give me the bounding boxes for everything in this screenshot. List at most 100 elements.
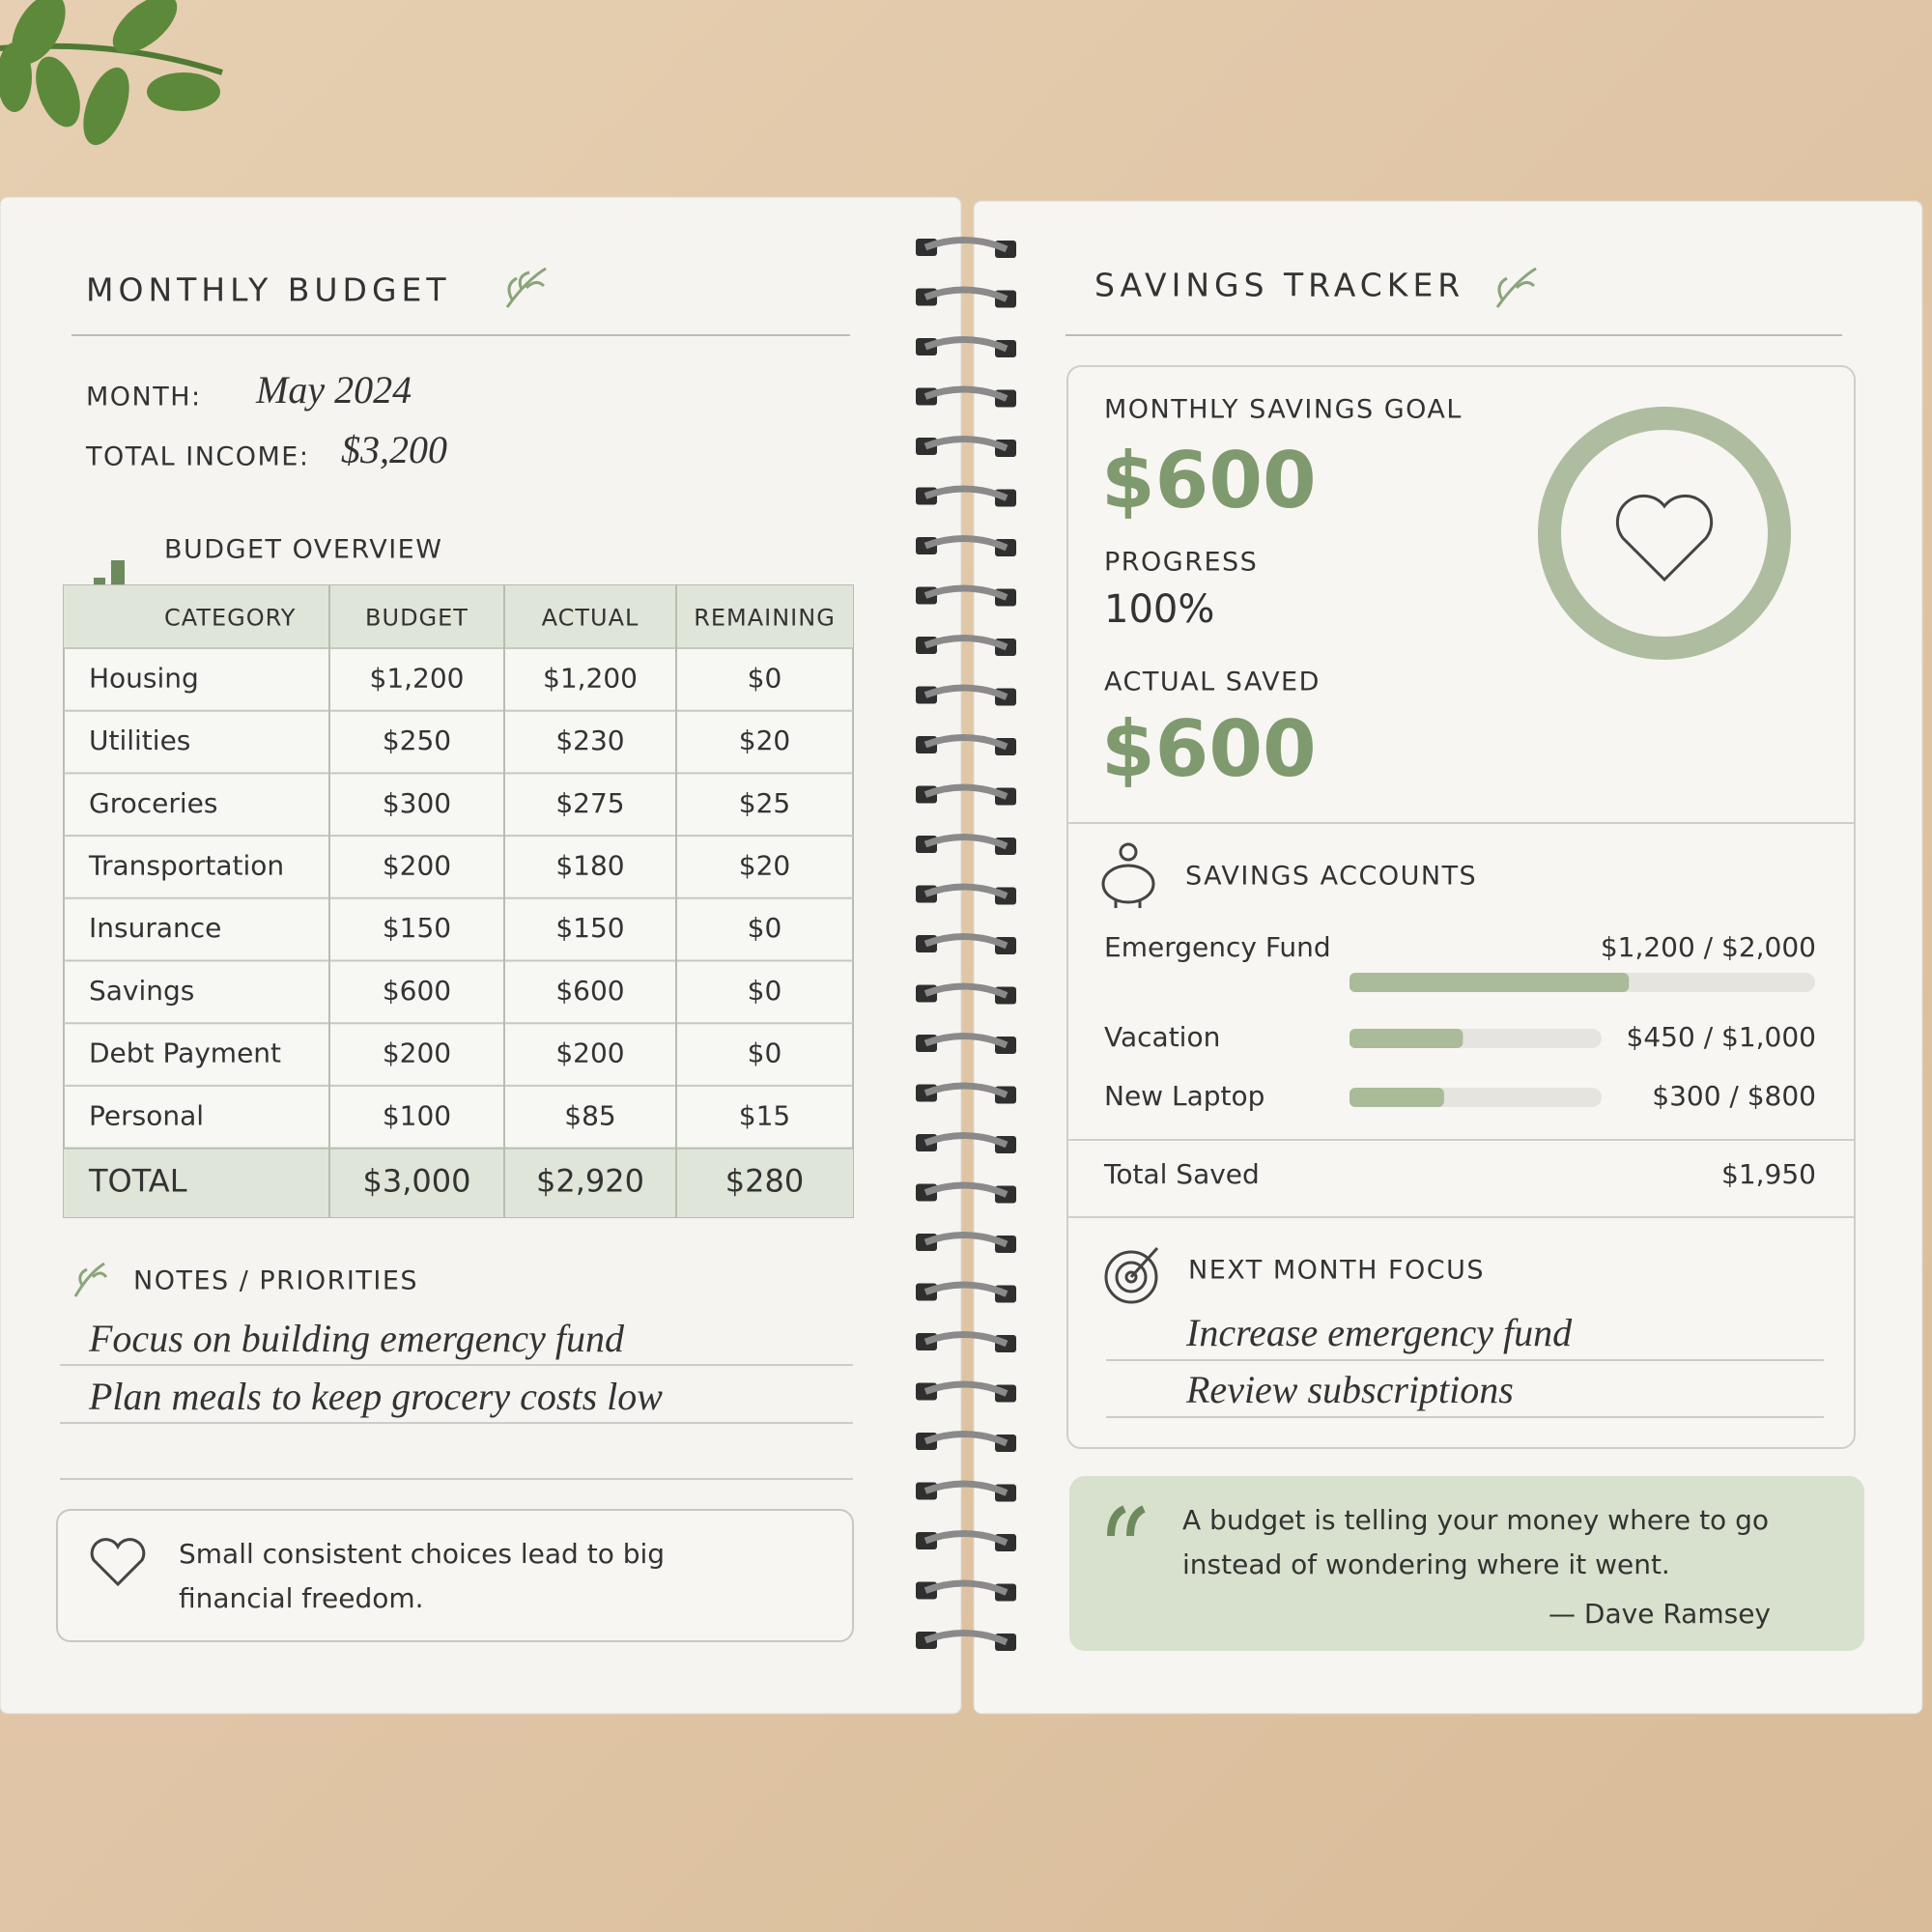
leaf-icon [505, 267, 547, 308]
note-line: Focus on building emergency fund [88, 1317, 625, 1360]
page-title: SAVINGS TRACKER [1094, 267, 1464, 304]
spiral-ring [923, 436, 1009, 452]
section-title: NEXT MONTH FOCUS [1188, 1256, 1485, 1286]
quote-line: A budget is telling your money where to … [1182, 1504, 1769, 1536]
total-label: Total Saved [1103, 1158, 1260, 1190]
column-header: REMAINING [694, 605, 836, 632]
table-cell: $600 [383, 975, 451, 1007]
goal-value: $600 [1101, 436, 1317, 526]
page-title: MONTHLY BUDGET [86, 271, 451, 309]
table-cell: $180 [555, 849, 624, 881]
table-cell: $100 [383, 1099, 451, 1131]
notes: Focus on building emergency fund Plan mea… [60, 1317, 853, 1424]
table-cell: $20 [739, 724, 790, 756]
spiral-ring [923, 1331, 1009, 1348]
table-cell: $0 [748, 1037, 782, 1069]
plant [0, 0, 223, 146]
table-total-bg [64, 1148, 853, 1217]
table-cell: $250 [383, 724, 451, 756]
spiral-ring [923, 1530, 1009, 1547]
focus-line: Review subscriptions [1185, 1368, 1514, 1411]
total-cell: $280 [725, 1162, 804, 1199]
column-header: CATEGORY [164, 605, 296, 632]
savings-accounts: Emergency Fund $1,200 / $2,000 Vacation $45… [1104, 931, 1816, 1112]
field-label: PROGRESS [1104, 548, 1258, 578]
bar-fill [1350, 1088, 1444, 1107]
account-value: $1,200 / $2,000 [1601, 931, 1816, 963]
spiral-ring [923, 1630, 1009, 1646]
table-header-bg [64, 585, 853, 648]
table-cell: $85 [564, 1099, 615, 1131]
spiral-ring [923, 385, 1009, 402]
bar-fill [1350, 1029, 1463, 1048]
table-cell: $1,200 [370, 662, 465, 694]
table-cell: Savings [89, 975, 194, 1007]
spiral-ring [923, 1232, 1009, 1248]
table-cell: $20 [739, 849, 790, 881]
progress-value: 100% [1104, 587, 1214, 632]
heart-icon [1615, 494, 1714, 582]
total-cell: $3,000 [363, 1162, 471, 1199]
spiral-ring [923, 286, 1009, 302]
spiral-ring [923, 1431, 1009, 1447]
table-cell: Housing [89, 662, 199, 694]
spiral-ring [923, 1082, 1009, 1098]
spiral-ring [923, 783, 1009, 800]
focus-line: Increase emergency fund [1185, 1311, 1573, 1354]
quote-box [1069, 1476, 1864, 1651]
spiral-ring [923, 584, 1009, 601]
table-cell: Insurance [89, 912, 221, 944]
field-label: MONTH: [86, 383, 202, 412]
field-value: May 2024 [255, 368, 412, 412]
target-icon [1104, 1246, 1159, 1304]
column-header: ACTUAL [542, 605, 639, 632]
spiral-ring [923, 1480, 1009, 1496]
spiral-ring [923, 1181, 1009, 1198]
spiral-ring [923, 1281, 1009, 1297]
table-cell: $1,200 [543, 662, 638, 694]
spiral-ring [923, 684, 1009, 700]
field-label: TOTAL INCOME: [85, 442, 309, 472]
bar-fill [1350, 973, 1630, 992]
quote-line: financial freedom. [179, 1582, 424, 1614]
section-title: SAVINGS ACCOUNTS [1185, 862, 1477, 892]
spiral-ring [923, 834, 1009, 850]
actual-value: $600 [1101, 704, 1317, 794]
quote-box [56, 1509, 854, 1642]
spiral-ring [923, 237, 1009, 253]
spiral-ring [923, 336, 1009, 353]
piggy-icon [1101, 842, 1155, 908]
table-cell: $275 [555, 787, 624, 819]
spiral-ring [923, 485, 1009, 501]
total-value: $1,950 [1721, 1158, 1816, 1190]
progress-ring [1538, 407, 1791, 660]
field-label: ACTUAL SAVED [1104, 668, 1321, 697]
spiral-binding [916, 237, 1016, 1651]
leaf-icon [73, 1262, 108, 1297]
savings-card [1066, 365, 1856, 1449]
section-title: BUDGET OVERVIEW [164, 535, 442, 565]
budget-table: CATEGORY BUDGET ACTUAL REMAINING Housing $1,2… [63, 584, 854, 1218]
table-cell: Transportation [88, 849, 284, 881]
table-cell: $600 [555, 975, 624, 1007]
table-cell: $150 [555, 912, 624, 944]
spiral-ring [923, 883, 1009, 899]
field-value: $3,200 [341, 428, 447, 471]
spiral-ring [923, 982, 1009, 999]
total-cell: $2,920 [536, 1162, 644, 1199]
table-cell: $300 [383, 787, 451, 819]
focus-list: Increase emergency fund Review subscripti… [1106, 1311, 1824, 1418]
table-cell: $25 [739, 787, 790, 819]
section-title: NOTES / PRIORITIES [133, 1266, 418, 1296]
field-label: MONTHLY SAVINGS GOAL [1104, 395, 1463, 425]
table-cell: $150 [383, 912, 451, 944]
table-cell: Groceries [89, 787, 217, 819]
account-name: Emergency Fund [1104, 931, 1331, 963]
table-cell: $0 [748, 975, 782, 1007]
table-cell: Personal [89, 1099, 204, 1131]
spiral-ring [923, 1132, 1009, 1149]
note-line: Plan meals to keep grocery costs low [88, 1375, 663, 1418]
quote-line: Small consistent choices lead to big [179, 1538, 665, 1570]
spiral-ring [923, 535, 1009, 552]
table-cell: $15 [739, 1099, 790, 1131]
